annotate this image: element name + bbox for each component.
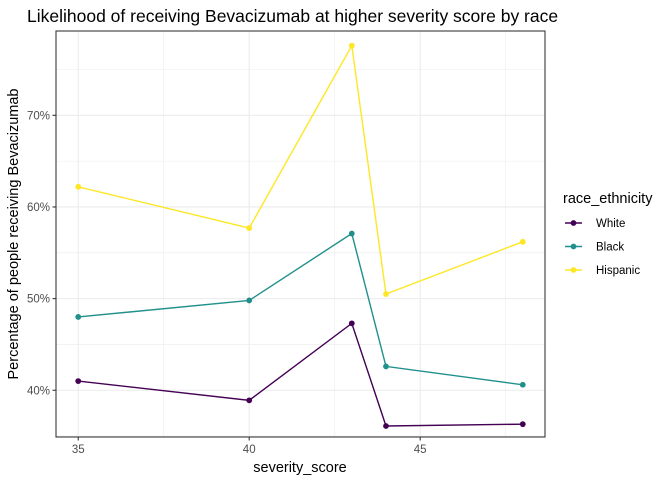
data-point-white — [519, 421, 526, 428]
y-tick-label: 50% — [27, 294, 50, 306]
series-line-white — [78, 322, 523, 427]
legend-key-point — [570, 220, 577, 226]
legend-item-black: Black — [565, 242, 624, 254]
legend-label: Hispanic — [596, 265, 640, 277]
series-points — [75, 42, 526, 429]
data-point-hispanic — [348, 42, 355, 49]
legend-key-point — [570, 243, 577, 250]
legend-label: Black — [596, 242, 624, 254]
data-point-black — [348, 230, 355, 237]
x-axis-title: severity_score — [253, 460, 346, 476]
data-point-hispanic — [246, 225, 253, 231]
y-tick-label: 70% — [27, 110, 50, 122]
y-axis-title: Percentage of people receiving Bevacizum… — [6, 89, 22, 380]
data-point-hispanic — [519, 238, 526, 245]
y-axis: 40% 50% 60% 70% — [27, 110, 56, 397]
grid-minor — [56, 31, 545, 437]
series-lines — [78, 43, 524, 427]
grid-major — [56, 31, 545, 437]
series-line-hispanic — [78, 43, 524, 295]
data-point-black — [519, 381, 526, 388]
legend-title: race_ethnicity — [563, 191, 653, 207]
legend-label: White — [596, 218, 625, 230]
data-point-white — [348, 320, 355, 327]
data-point-white — [75, 378, 82, 384]
legend-item-white: White — [565, 218, 625, 230]
data-point-hispanic — [383, 291, 389, 297]
y-tick-label: 60% — [27, 202, 50, 214]
x-axis: 35 40 45 — [72, 437, 427, 456]
panel-border — [55, 30, 546, 438]
x-tick-label: 45 — [414, 444, 427, 456]
data-point-black — [383, 363, 389, 370]
legend-item-hispanic: Hispanic — [565, 265, 640, 277]
x-tick-label: 40 — [243, 444, 256, 456]
data-point-black — [75, 314, 82, 320]
chart-title: Likelihood of receiving Bevacizumab at h… — [27, 6, 558, 26]
data-point-white — [383, 423, 389, 429]
y-tick-label: 40% — [27, 385, 50, 397]
legend-key-point — [570, 267, 577, 273]
data-point-hispanic — [75, 183, 82, 190]
legend: race_ethnicity White Black Hispanic — [563, 191, 653, 277]
data-point-white — [246, 397, 253, 404]
data-point-black — [246, 297, 253, 304]
x-tick-label: 35 — [72, 444, 85, 456]
